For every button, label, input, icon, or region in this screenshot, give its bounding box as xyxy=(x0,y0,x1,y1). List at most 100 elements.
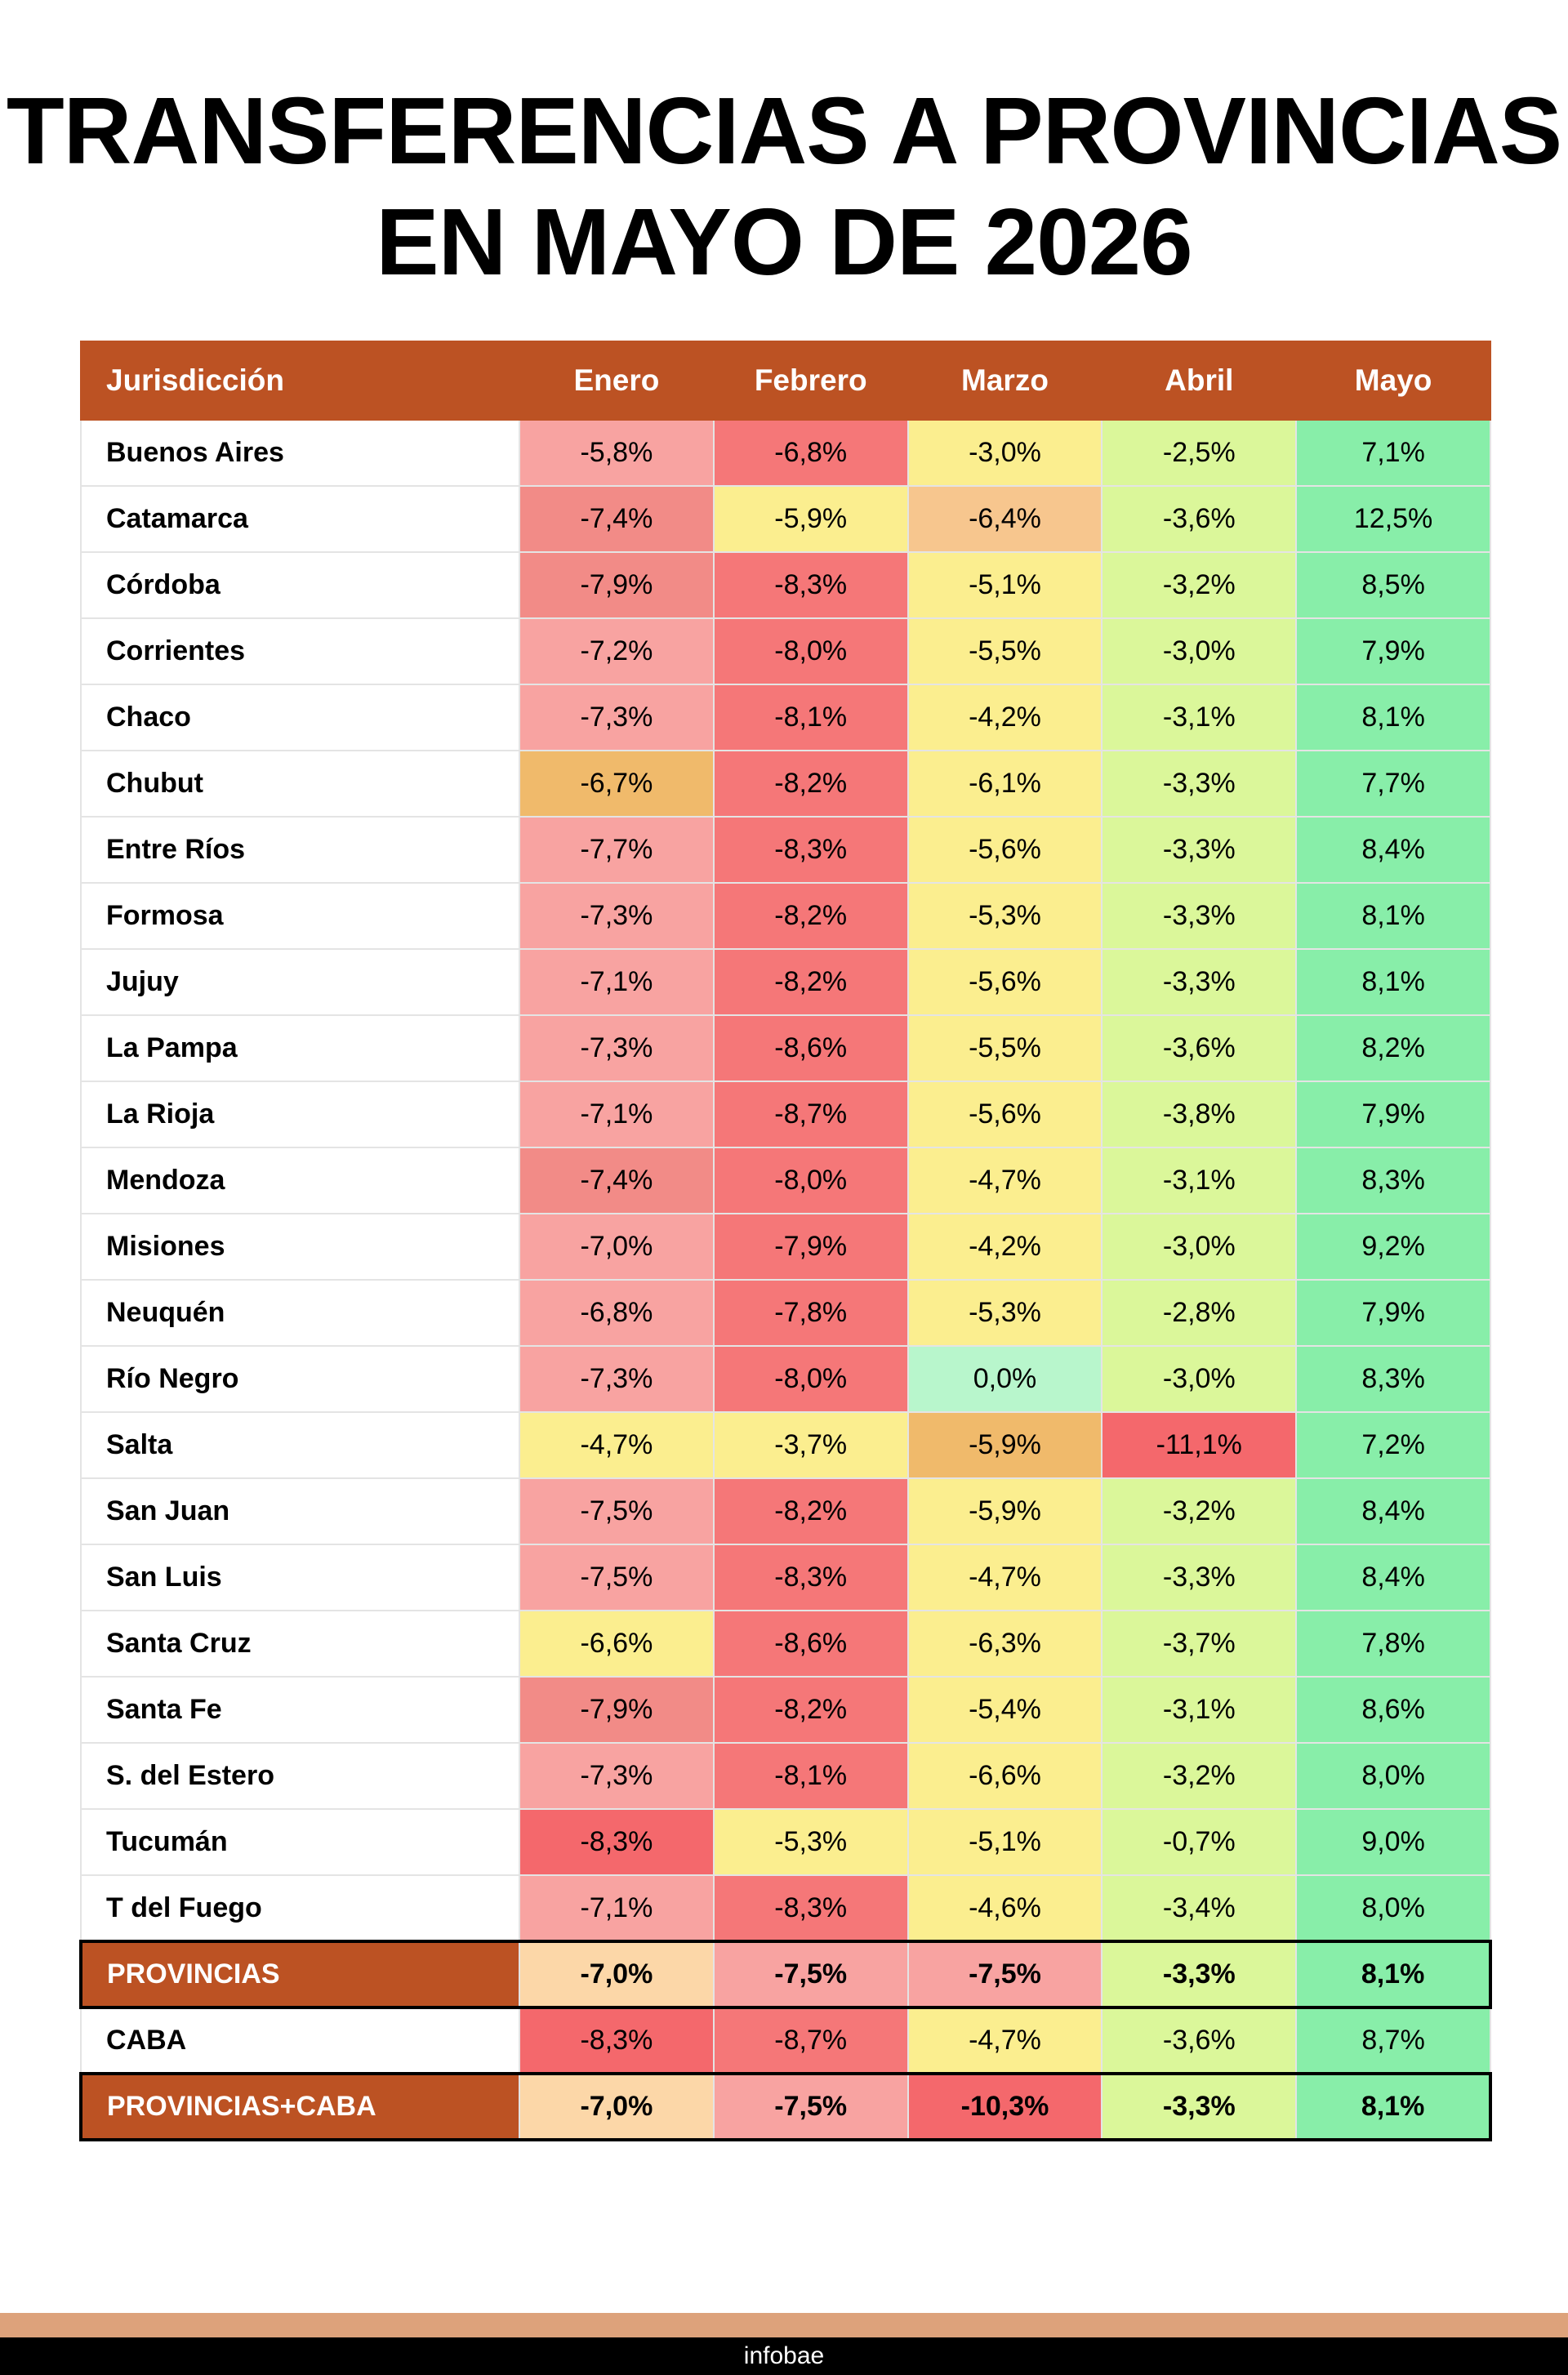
jurisdiction-name: La Pampa xyxy=(80,1014,520,1082)
jurisdiction-name: Córdoba xyxy=(80,551,520,619)
value-cell: -3,2% xyxy=(1101,551,1298,619)
jurisdiction-name: PROVINCIAS+CABA xyxy=(79,2072,520,2141)
jurisdiction-name: Santa Fe xyxy=(80,1676,520,1744)
value-cell: -5,1% xyxy=(906,551,1103,619)
value-cell: -4,2% xyxy=(906,684,1103,751)
value-cell: -6,8% xyxy=(712,419,909,487)
value-cell: -7,8% xyxy=(712,1279,909,1347)
jurisdiction-name: Mendoza xyxy=(80,1147,520,1214)
jurisdiction-name: Chubut xyxy=(80,750,520,818)
table-row: La Rioja -7,1% -8,7% -5,6% -3,8% 7,9% xyxy=(80,1081,1491,1148)
value-cell: 7,2% xyxy=(1295,1411,1491,1479)
value-cell: -3,3% xyxy=(1101,948,1298,1016)
column-header-marzo: Marzo xyxy=(906,341,1103,421)
value-cell: -4,6% xyxy=(906,1874,1103,1942)
jurisdiction-name: Entre Ríos xyxy=(80,816,520,884)
value-cell: -8,2% xyxy=(712,1676,909,1744)
value-cell: -3,0% xyxy=(906,419,1103,487)
value-cell: -4,2% xyxy=(906,1213,1103,1281)
jurisdiction-name: Chaco xyxy=(80,684,520,751)
table-row: San Juan -7,5% -8,2% -5,9% -3,2% 8,4% xyxy=(80,1477,1491,1545)
value-cell: 7,9% xyxy=(1295,1081,1491,1148)
value-cell: -5,5% xyxy=(906,1014,1103,1082)
table-row: CABA -8,3% -8,7% -4,7% -3,6% 8,7% xyxy=(80,2007,1491,2074)
value-cell: -3,3% xyxy=(1101,816,1298,884)
jurisdiction-name: CABA xyxy=(80,2007,520,2074)
column-header-abril: Abril xyxy=(1101,341,1298,421)
value-cell: -2,8% xyxy=(1101,1279,1298,1347)
jurisdiction-name: Misiones xyxy=(80,1213,520,1281)
value-cell: -5,6% xyxy=(906,1081,1103,1148)
table-row: Neuquén -6,8% -7,8% -5,3% -2,8% 7,9% xyxy=(80,1279,1491,1347)
value-cell: 8,5% xyxy=(1295,551,1491,619)
jurisdiction-name: San Luis xyxy=(80,1544,520,1611)
value-cell: -6,1% xyxy=(906,750,1103,818)
jurisdiction-name: Catamarca xyxy=(80,485,520,553)
value-cell: -3,3% xyxy=(1101,1940,1298,2009)
value-cell: -7,7% xyxy=(519,816,715,884)
column-header-febrero: Febrero xyxy=(712,341,909,421)
value-cell: 8,2% xyxy=(1295,1014,1491,1082)
value-cell: -7,5% xyxy=(712,2072,909,2141)
value-cell: -8,1% xyxy=(712,1742,909,1810)
jurisdiction-name: Corrientes xyxy=(80,617,520,685)
value-cell: -5,9% xyxy=(906,1411,1103,1479)
value-cell: 7,1% xyxy=(1295,419,1491,487)
value-cell: 9,0% xyxy=(1295,1808,1491,1876)
value-cell: 8,1% xyxy=(1295,684,1491,751)
value-cell: -8,3% xyxy=(712,816,909,884)
value-cell: -8,6% xyxy=(712,1014,909,1082)
summary-row: PROVINCIAS+CABA -7,0% -7,5% -10,3% -3,3% 8,1% xyxy=(79,2072,1492,2141)
value-cell: -8,2% xyxy=(712,750,909,818)
value-cell: -8,3% xyxy=(519,2007,715,2074)
summary-row: PROVINCIAS -7,0% -7,5% -7,5% -3,3% 8,1% xyxy=(79,1940,1492,2009)
value-cell: -7,2% xyxy=(519,617,715,685)
value-cell: -8,0% xyxy=(712,617,909,685)
value-cell: -10,3% xyxy=(906,2072,1103,2141)
table-row: Misiones -7,0% -7,9% -4,2% -3,0% 9,2% xyxy=(80,1213,1491,1281)
jurisdiction-name: S. del Estero xyxy=(80,1742,520,1810)
value-cell: -7,4% xyxy=(519,485,715,553)
value-cell: 8,3% xyxy=(1295,1345,1491,1413)
value-cell: -7,3% xyxy=(519,1742,715,1810)
value-cell: -8,2% xyxy=(712,882,909,950)
table-row: Córdoba -7,9% -8,3% -5,1% -3,2% 8,5% xyxy=(80,551,1491,619)
value-cell: -5,3% xyxy=(906,1279,1103,1347)
value-cell: -6,4% xyxy=(906,485,1103,553)
value-cell: 7,9% xyxy=(1295,617,1491,685)
jurisdiction-name: Salta xyxy=(80,1411,520,1479)
jurisdiction-name: Tucumán xyxy=(80,1808,520,1876)
value-cell: -6,6% xyxy=(519,1610,715,1678)
value-cell: 8,1% xyxy=(1295,1940,1492,2009)
value-cell: -5,3% xyxy=(712,1808,909,1876)
value-cell: -5,1% xyxy=(906,1808,1103,1876)
value-cell: -7,3% xyxy=(519,1014,715,1082)
jurisdiction-name: Neuquén xyxy=(80,1279,520,1347)
value-cell: -3,7% xyxy=(1101,1610,1298,1678)
value-cell: -3,1% xyxy=(1101,684,1298,751)
brand-logo: infobae xyxy=(743,2342,825,2369)
value-cell: -7,1% xyxy=(519,1081,715,1148)
value-cell: -7,4% xyxy=(519,1147,715,1214)
value-cell: -5,6% xyxy=(906,948,1103,1016)
value-cell: 8,1% xyxy=(1295,948,1491,1016)
value-cell: -3,7% xyxy=(712,1411,909,1479)
value-cell: 7,9% xyxy=(1295,1279,1491,1347)
value-cell: -6,3% xyxy=(906,1610,1103,1678)
value-cell: -7,9% xyxy=(519,1676,715,1744)
value-cell: -8,6% xyxy=(712,1610,909,1678)
table-row: Buenos Aires -5,8% -6,8% -3,0% -2,5% 7,1% xyxy=(80,419,1491,487)
jurisdiction-name: Formosa xyxy=(80,882,520,950)
table-header-row: Jurisdicción Enero Febrero Marzo Abril M… xyxy=(80,341,1491,421)
value-cell: -7,9% xyxy=(519,551,715,619)
value-cell: -8,2% xyxy=(712,948,909,1016)
value-cell: -4,7% xyxy=(906,1544,1103,1611)
value-cell: -5,5% xyxy=(906,617,1103,685)
table-row: Entre Ríos -7,7% -8,3% -5,6% -3,3% 8,4% xyxy=(80,816,1491,884)
table-row: Santa Cruz -6,6% -8,6% -6,3% -3,7% 7,8% xyxy=(80,1610,1491,1678)
value-cell: -8,3% xyxy=(712,1544,909,1611)
value-cell: -5,9% xyxy=(712,485,909,553)
value-cell: -3,6% xyxy=(1101,2007,1298,2074)
value-cell: -7,5% xyxy=(519,1477,715,1545)
title-line-1: TRANSFERENCIAS A PROVINCIAS xyxy=(6,78,1562,184)
